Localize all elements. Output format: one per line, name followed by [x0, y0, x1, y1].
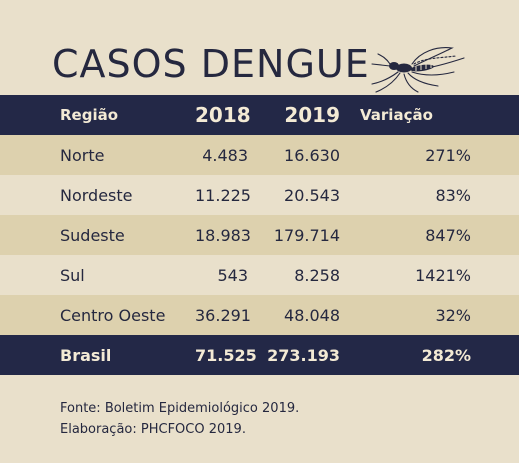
total-2018: 71.525	[195, 345, 257, 365]
header-2019: 2019	[284, 103, 340, 127]
cell-variation: 847%	[425, 225, 471, 245]
header-region: Região	[60, 106, 119, 124]
cell-2018: 36.291	[195, 305, 251, 325]
table-row: Sul 543 8.258 1421%	[0, 255, 519, 295]
cell-2019: 20.543	[284, 185, 340, 205]
cell-variation: 1421%	[415, 265, 471, 285]
table-header-row: Região 2018 2019 Variação	[0, 95, 519, 135]
cell-region: Centro Oeste	[60, 305, 166, 325]
source-line: Fonte: Boletim Epidemiológico 2019.	[60, 401, 300, 416]
mosquito-icon	[371, 47, 465, 93]
cell-2019: 48.048	[284, 305, 340, 325]
total-region: Brasil	[60, 345, 112, 365]
cell-region: Nordeste	[60, 185, 133, 205]
header-2018: 2018	[195, 103, 251, 127]
table-row: Sudeste 18.983 179.714 847%	[0, 215, 519, 255]
cell-variation: 271%	[425, 145, 471, 165]
dengue-cases-table: Região 2018 2019 Variação Norte 4.483 16…	[0, 95, 519, 375]
cell-2019: 16.630	[284, 145, 340, 165]
cell-2019: 179.714	[273, 225, 340, 245]
cell-region: Sudeste	[60, 225, 125, 245]
cell-variation: 83%	[435, 185, 471, 205]
cell-variation: 32%	[435, 305, 471, 325]
cell-region: Norte	[60, 145, 105, 165]
cell-2019: 8.258	[294, 265, 340, 285]
table-row: Nordeste 11.225 20.543 83%	[0, 175, 519, 215]
cell-2018: 4.483	[202, 145, 248, 165]
table-row: Norte 4.483 16.630 271%	[0, 135, 519, 175]
header-variation: Variação	[360, 106, 433, 124]
cell-2018: 18.983	[195, 225, 251, 245]
total-2019: 273.193	[267, 345, 340, 365]
credit-line: Elaboração: PHCFOCO 2019.	[60, 422, 246, 437]
cell-2018: 11.225	[195, 185, 251, 205]
table-total-row: Brasil 71.525 273.193 282%	[0, 335, 519, 375]
page-title: CASOS DENGUE	[52, 42, 370, 86]
total-variation: 282%	[421, 345, 471, 365]
table-row: Centro Oeste 36.291 48.048 32%	[0, 295, 519, 335]
source-note: Fonte: Boletim Epidemiológico 2019. Elab…	[60, 398, 299, 440]
cell-2018: 543	[217, 265, 248, 285]
cell-region: Sul	[60, 265, 85, 285]
